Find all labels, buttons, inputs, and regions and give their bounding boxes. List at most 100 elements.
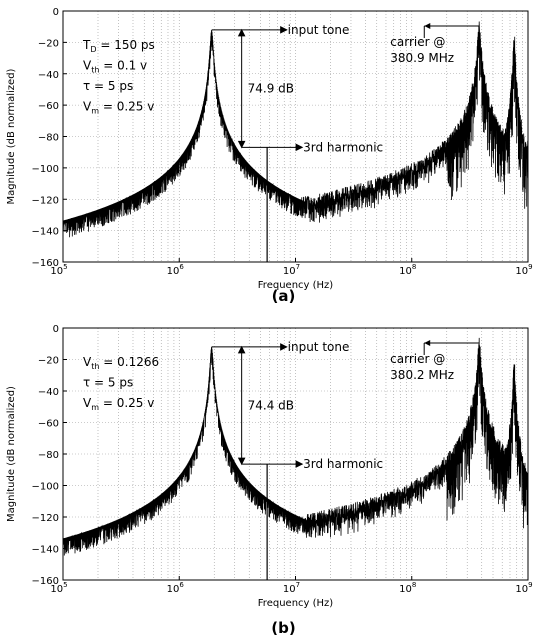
spectrum-trace bbox=[63, 337, 528, 556]
input-tone-label: input tone bbox=[288, 340, 350, 354]
param-value: = 150 ps bbox=[97, 38, 155, 52]
param-text: Vm = 0.25 v bbox=[83, 100, 154, 116]
x-tick-label: 106 bbox=[167, 581, 185, 595]
param-value: = 0.25 v bbox=[99, 100, 154, 114]
x-tick-base: 10 bbox=[283, 584, 296, 595]
grid bbox=[63, 328, 528, 580]
y-axis-title: Magnitude (dB normalized) bbox=[6, 386, 17, 522]
y-tick-label: −120 bbox=[32, 513, 59, 524]
panel-label: (a) bbox=[272, 287, 296, 305]
param-subscript: m bbox=[91, 403, 99, 412]
third-harmonic-label: 3rd harmonic bbox=[303, 457, 383, 471]
y-tick-label: −60 bbox=[38, 419, 59, 430]
y-tick-label: −160 bbox=[32, 258, 59, 269]
carrier-label-line1: carrier @ bbox=[390, 352, 445, 366]
x-tick-exponent: 8 bbox=[412, 263, 416, 271]
y-tick-label: 0 bbox=[53, 324, 59, 335]
range-arrowhead-bottom bbox=[237, 140, 246, 149]
x-axis-title: Frequency (Hz) bbox=[258, 598, 334, 609]
param-symbol: τ bbox=[83, 376, 90, 390]
param-subscript: D bbox=[90, 45, 96, 54]
param-text: τ = 5 ps bbox=[83, 376, 133, 390]
param-symbol: V bbox=[83, 396, 92, 410]
x-tick-exponent: 5 bbox=[63, 581, 67, 589]
input-tone-label: input tone bbox=[288, 23, 350, 37]
param-text: Vth = 0.1266 bbox=[83, 355, 159, 371]
y-tick-label: −140 bbox=[32, 227, 59, 238]
param-symbol: T bbox=[82, 38, 91, 52]
x-tick-base: 10 bbox=[50, 584, 63, 595]
spectrum-trace bbox=[63, 21, 528, 238]
third-harmonic-label: 3rd harmonic bbox=[303, 140, 383, 154]
carrier-arrowhead bbox=[424, 23, 431, 29]
range-arrowhead-bottom bbox=[237, 457, 246, 466]
x-tick-exponent: 7 bbox=[296, 263, 300, 271]
x-tick-label: 108 bbox=[399, 263, 416, 277]
panel-label: (b) bbox=[271, 619, 295, 637]
param-value: = 0.1266 bbox=[99, 355, 159, 369]
param-text: TD = 150 ps bbox=[82, 38, 155, 54]
y-tick-label: −80 bbox=[38, 450, 59, 461]
param-symbol: τ bbox=[83, 79, 90, 93]
third-harmonic-arrowhead bbox=[295, 143, 304, 152]
x-tick-exponent: 9 bbox=[528, 263, 532, 271]
param-text: τ = 5 ps bbox=[83, 79, 133, 93]
x-tick-label: 109 bbox=[515, 581, 532, 595]
arrow-annotations bbox=[211, 343, 304, 468]
y-tick-label: −100 bbox=[32, 482, 59, 493]
panel-a: 105 106 107 108 1090−20−40−60−80−100−120−140… bbox=[6, 7, 533, 305]
param-subscript: m bbox=[91, 107, 99, 116]
third-harmonic-arrowhead bbox=[295, 460, 304, 468]
carrier-label-line1: carrier @ bbox=[390, 35, 445, 49]
x-tick-exponent: 9 bbox=[528, 581, 532, 589]
param-symbol: V bbox=[83, 355, 92, 369]
x-tick-base: 10 bbox=[283, 266, 296, 277]
carrier-label-line2: 380.9 MHz bbox=[390, 51, 454, 65]
dynamic-range-label: 74.9 dB bbox=[248, 82, 294, 96]
arrow-annotations bbox=[211, 26, 304, 152]
x-tick-label: 107 bbox=[283, 581, 300, 595]
param-subscript: th bbox=[91, 66, 99, 75]
y-tick-label: −60 bbox=[38, 101, 59, 112]
x-tick-label: 105 bbox=[50, 263, 67, 277]
x-tick-base: 10 bbox=[167, 266, 180, 277]
x-tick-base: 10 bbox=[399, 584, 412, 595]
param-value: = 0.25 v bbox=[99, 396, 154, 410]
param-symbol: V bbox=[83, 59, 92, 73]
y-tick-label: −20 bbox=[38, 38, 59, 49]
x-tick-base: 10 bbox=[515, 266, 528, 277]
x-axis-title: Frequency (Hz) bbox=[258, 280, 334, 291]
x-tick-label: 108 bbox=[399, 581, 416, 595]
x-tick-base: 10 bbox=[50, 266, 63, 277]
x-tick-exponent: 7 bbox=[296, 581, 300, 589]
y-tick-label: −120 bbox=[32, 195, 59, 206]
x-tick-label: 105 bbox=[50, 581, 67, 595]
x-tick-base: 10 bbox=[167, 584, 180, 595]
carrier-arrowhead bbox=[424, 340, 431, 346]
param-text: Vm = 0.25 v bbox=[83, 396, 154, 412]
x-tick-label: 109 bbox=[515, 263, 532, 277]
param-value: = 0.1 v bbox=[99, 59, 147, 73]
x-tick-exponent: 8 bbox=[412, 581, 416, 589]
y-axis-title: Magnitude (dB normalized) bbox=[6, 68, 17, 204]
panel-b: 105 106 107 108 1090−20−40−60−80−100−120−140… bbox=[6, 324, 533, 637]
param-value: = 5 ps bbox=[90, 376, 133, 390]
y-tick-label: −80 bbox=[38, 133, 59, 144]
param-value: = 5 ps bbox=[90, 79, 133, 93]
y-tick-label: −40 bbox=[38, 70, 59, 81]
y-tick-label: −40 bbox=[38, 387, 59, 398]
x-tick-base: 10 bbox=[515, 584, 528, 595]
range-arrowhead-top bbox=[237, 28, 246, 37]
y-tick-label: −160 bbox=[32, 576, 59, 587]
y-tick-label: −20 bbox=[38, 356, 59, 367]
dynamic-range-label: 74.4 dB bbox=[248, 398, 294, 412]
range-arrowhead-top bbox=[237, 345, 246, 354]
x-tick-exponent: 5 bbox=[63, 263, 67, 271]
param-symbol: V bbox=[83, 100, 92, 114]
y-tick-label: 0 bbox=[53, 7, 59, 18]
y-tick-label: −100 bbox=[32, 164, 59, 175]
x-tick-base: 10 bbox=[399, 266, 412, 277]
x-tick-label: 107 bbox=[283, 263, 300, 277]
x-tick-exponent: 6 bbox=[179, 263, 184, 271]
